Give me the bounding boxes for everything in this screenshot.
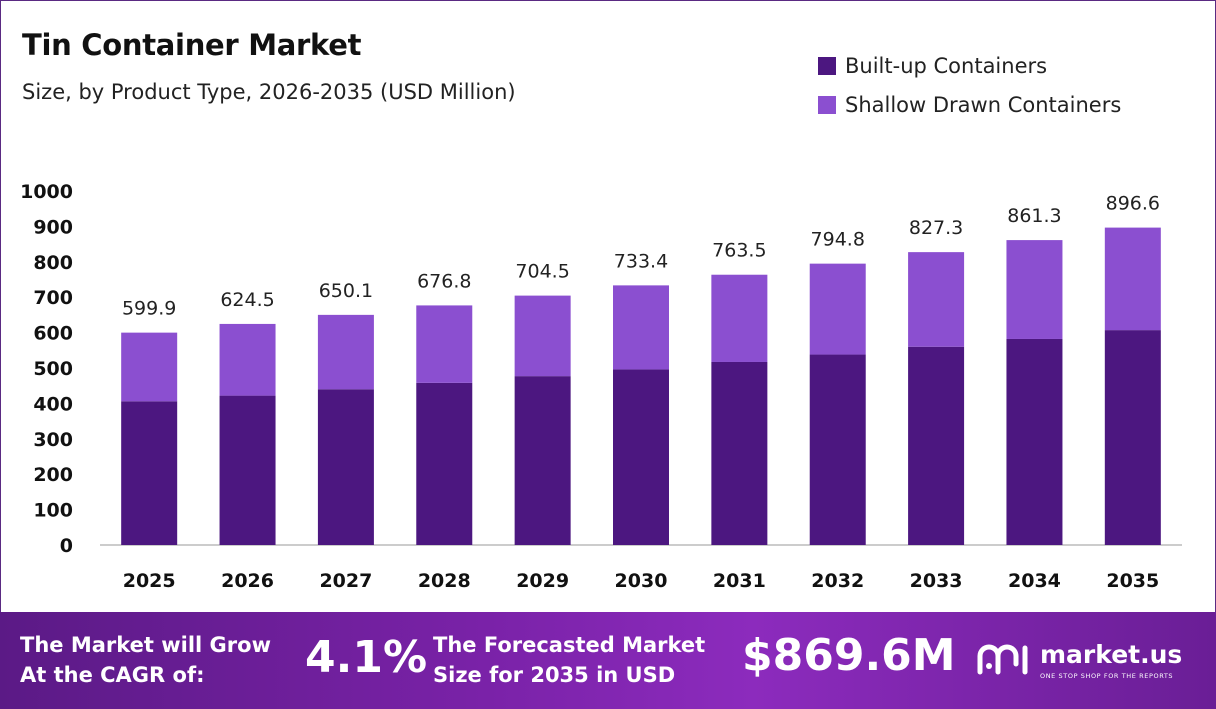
bar-segment-shallow-drawn xyxy=(514,295,571,377)
y-tick-label: 0 xyxy=(60,535,73,557)
x-tick-label: 2030 xyxy=(615,570,668,592)
bar-total-label: 827.3 xyxy=(909,217,963,239)
y-tick-label: 100 xyxy=(33,500,73,522)
footer-banner: The Market will Grow At the CAGR of: 4.1… xyxy=(0,612,1216,709)
chart-subtitle: Size, by Product Type, 2026-2035 (USD Mi… xyxy=(22,80,516,104)
y-tick-label: 1000 xyxy=(20,181,73,203)
bar-segment-built-up xyxy=(416,382,473,545)
bar-total-label: 763.5 xyxy=(712,240,766,262)
y-tick-label: 900 xyxy=(33,216,73,238)
forecast-caption: The Forecasted Market Size for 2035 in U… xyxy=(433,630,705,690)
legend: Built-up Containers Shallow Drawn Contai… xyxy=(818,46,1121,124)
y-tick-label: 600 xyxy=(33,323,73,345)
cagr-caption-line2: At the CAGR of: xyxy=(20,663,205,687)
cagr-value: 4.1% xyxy=(305,632,428,683)
x-tick-label: 2029 xyxy=(516,570,569,592)
bar-segment-built-up xyxy=(809,354,866,545)
legend-swatch-shallow xyxy=(818,95,836,114)
cagr-caption-line1: The Market will Grow xyxy=(20,633,271,657)
y-tick-label: 800 xyxy=(33,252,73,274)
x-tick-label: 2025 xyxy=(123,570,176,592)
x-tick-label: 2027 xyxy=(319,570,372,592)
x-tick-label: 2034 xyxy=(1008,570,1061,592)
bar-segment-built-up xyxy=(219,395,276,545)
x-tick-label: 2028 xyxy=(418,570,471,592)
bar-segment-built-up xyxy=(121,401,178,545)
bar-segment-built-up xyxy=(317,389,374,545)
x-tick-label: 2033 xyxy=(910,570,963,592)
brand-name: market.us xyxy=(1040,640,1183,669)
bar-chart: 0 100 200 300 400 500 600 700 800 900 1000 599.9 202… xyxy=(20,181,1182,592)
bar-total-label: 676.8 xyxy=(417,270,471,292)
bar-segment-shallow-drawn xyxy=(317,314,374,390)
legend-item-built-up: Built-up Containers xyxy=(818,46,1121,85)
bar-total-label: 733.4 xyxy=(614,250,668,272)
bar-total-label: 624.5 xyxy=(220,289,274,311)
bar-segment-shallow-drawn xyxy=(121,332,178,402)
market-us-logo-icon xyxy=(977,644,1028,675)
bar-segment-built-up xyxy=(1104,330,1161,545)
y-tick-label: 300 xyxy=(33,429,73,451)
y-tick-label: 400 xyxy=(33,393,73,415)
brand-tagline: ONE STOP SHOP FOR THE REPORTS xyxy=(1040,672,1174,680)
bar-segment-built-up xyxy=(1006,338,1063,545)
x-tick-label: 2035 xyxy=(1106,570,1159,592)
bar-total-label: 599.9 xyxy=(122,298,176,320)
bar-total-label: 794.8 xyxy=(811,229,865,251)
x-tick-label: 2032 xyxy=(811,570,864,592)
y-tick-label: 500 xyxy=(33,358,73,380)
x-tick-label: 2031 xyxy=(713,570,766,592)
bar-total-label: 650.1 xyxy=(319,280,373,302)
y-tick-label: 700 xyxy=(33,287,73,309)
bar-segment-shallow-drawn xyxy=(1104,227,1161,331)
forecast-caption-line1: The Forecasted Market xyxy=(433,633,706,657)
bar-segment-shallow-drawn xyxy=(219,323,276,396)
bar-segment-built-up xyxy=(711,361,768,545)
forecast-value: $869.6M xyxy=(742,630,956,681)
y-tick-label: 200 xyxy=(33,464,73,486)
bar-segment-built-up xyxy=(613,369,669,545)
legend-label-built-up: Built-up Containers xyxy=(845,53,1048,78)
legend-swatch-built-up xyxy=(818,56,836,75)
bar-segment-shallow-drawn xyxy=(1006,240,1063,339)
bar-total-label: 896.6 xyxy=(1106,193,1160,215)
bar-segment-shallow-drawn xyxy=(613,285,669,370)
bar-segment-shallow-drawn xyxy=(908,252,965,347)
legend-label-shallow: Shallow Drawn Containers xyxy=(845,92,1122,117)
bar-segment-shallow-drawn xyxy=(809,263,866,355)
bar-segment-shallow-drawn xyxy=(416,305,473,383)
forecast-caption-line2: Size for 2035 in USD xyxy=(433,663,676,687)
bar-segment-built-up xyxy=(514,376,571,545)
legend-item-shallow: Shallow Drawn Containers xyxy=(818,85,1121,124)
bar-segment-shallow-drawn xyxy=(711,274,768,362)
x-tick-label: 2026 xyxy=(221,570,274,592)
bar-total-label: 704.5 xyxy=(515,261,569,283)
bar-total-label: 861.3 xyxy=(1007,205,1061,227)
chart-title: Tin Container Market xyxy=(22,28,362,62)
cagr-caption: The Market will Grow At the CAGR of: xyxy=(20,630,271,690)
bar-segment-built-up xyxy=(908,346,965,545)
